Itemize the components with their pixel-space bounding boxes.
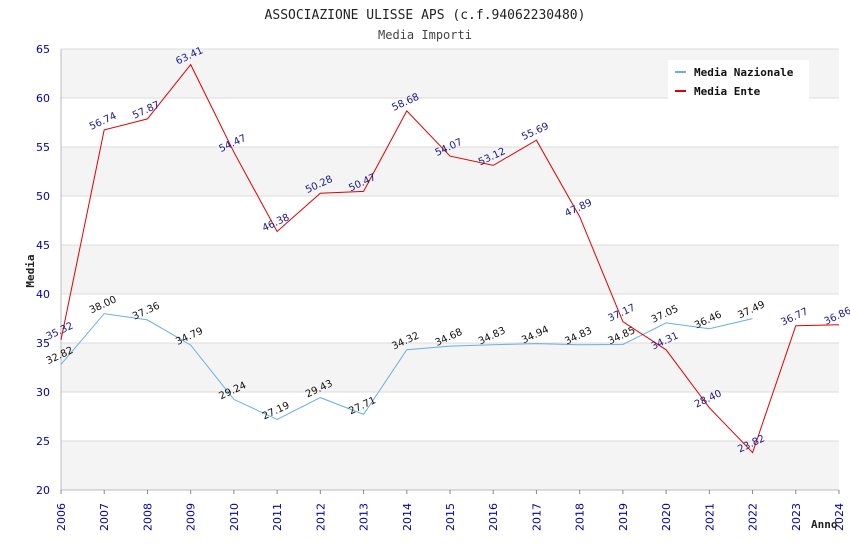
legend: Media Nazionale Media Ente	[668, 60, 809, 101]
background-band	[61, 294, 839, 343]
y-tick-label: 20	[36, 484, 50, 497]
y-tick-label: 30	[36, 386, 50, 399]
x-tick-label: 2017	[530, 503, 543, 531]
chart-title: ASSOCIAZIONE ULISSE APS (c.f.94062230480…	[265, 8, 586, 23]
background-band	[61, 245, 839, 294]
chart-subtitle: Media Importi	[378, 28, 472, 42]
y-tick-label: 55	[36, 141, 50, 154]
legend-box	[668, 60, 809, 101]
background-band	[61, 441, 839, 490]
x-tick-label: 2009	[185, 503, 198, 531]
x-tick-label: 2008	[141, 503, 154, 531]
y-tick-label: 65	[36, 43, 50, 56]
background-band	[61, 392, 839, 441]
y-tick-label: 50	[36, 190, 50, 203]
background-band	[61, 343, 839, 392]
series-line-media-ente	[60, 63, 840, 454]
x-tick-label: 2006	[55, 503, 68, 531]
x-tick-label: 2014	[401, 503, 414, 531]
x-tick-label: 2018	[574, 503, 587, 531]
x-tick-labels: 2006 2007 2008 2009 2010 2011 2012 2013 2014 2015…	[55, 503, 846, 531]
x-tick-label: 2012	[314, 503, 327, 531]
x-tick-label: 2022	[747, 503, 760, 531]
background-bands	[61, 49, 839, 490]
background-band	[61, 196, 839, 245]
y-tick-labels: 20 25 30 35 40 45 50 55 60 65	[36, 43, 50, 497]
gridlines	[61, 48, 839, 491]
y-tick-label: 35	[36, 337, 50, 350]
x-tick-label: 2023	[790, 503, 803, 531]
x-tick-label: 2019	[617, 503, 630, 531]
y-tick-label: 40	[36, 288, 50, 301]
y-axis-label: Media	[24, 254, 37, 287]
x-tick-label: 2011	[271, 503, 284, 531]
background-band	[61, 147, 839, 196]
background-band	[61, 98, 839, 147]
y-tick-label: 60	[36, 92, 50, 105]
x-tick-label: 2015	[444, 503, 457, 531]
series-lines	[60, 63, 840, 454]
x-tick-label: 2024	[833, 503, 846, 531]
x-axis-label: Anno	[811, 518, 838, 531]
x-tick-label: 2020	[660, 503, 673, 531]
axes	[60, 49, 840, 494]
legend-label-media-ente: Media Ente	[694, 85, 761, 98]
x-tick-label: 2016	[487, 503, 500, 531]
y-tick-label: 45	[36, 239, 50, 252]
x-tick-label: 2007	[98, 503, 111, 531]
legend-label-media-nazionale: Media Nazionale	[694, 66, 794, 79]
y-tick-label: 25	[36, 435, 50, 448]
x-tick-label: 2021	[703, 503, 716, 531]
x-tick-label: 2010	[228, 503, 241, 531]
series-line-media-nazionale	[60, 313, 753, 421]
x-tick-label: 2013	[358, 503, 371, 531]
